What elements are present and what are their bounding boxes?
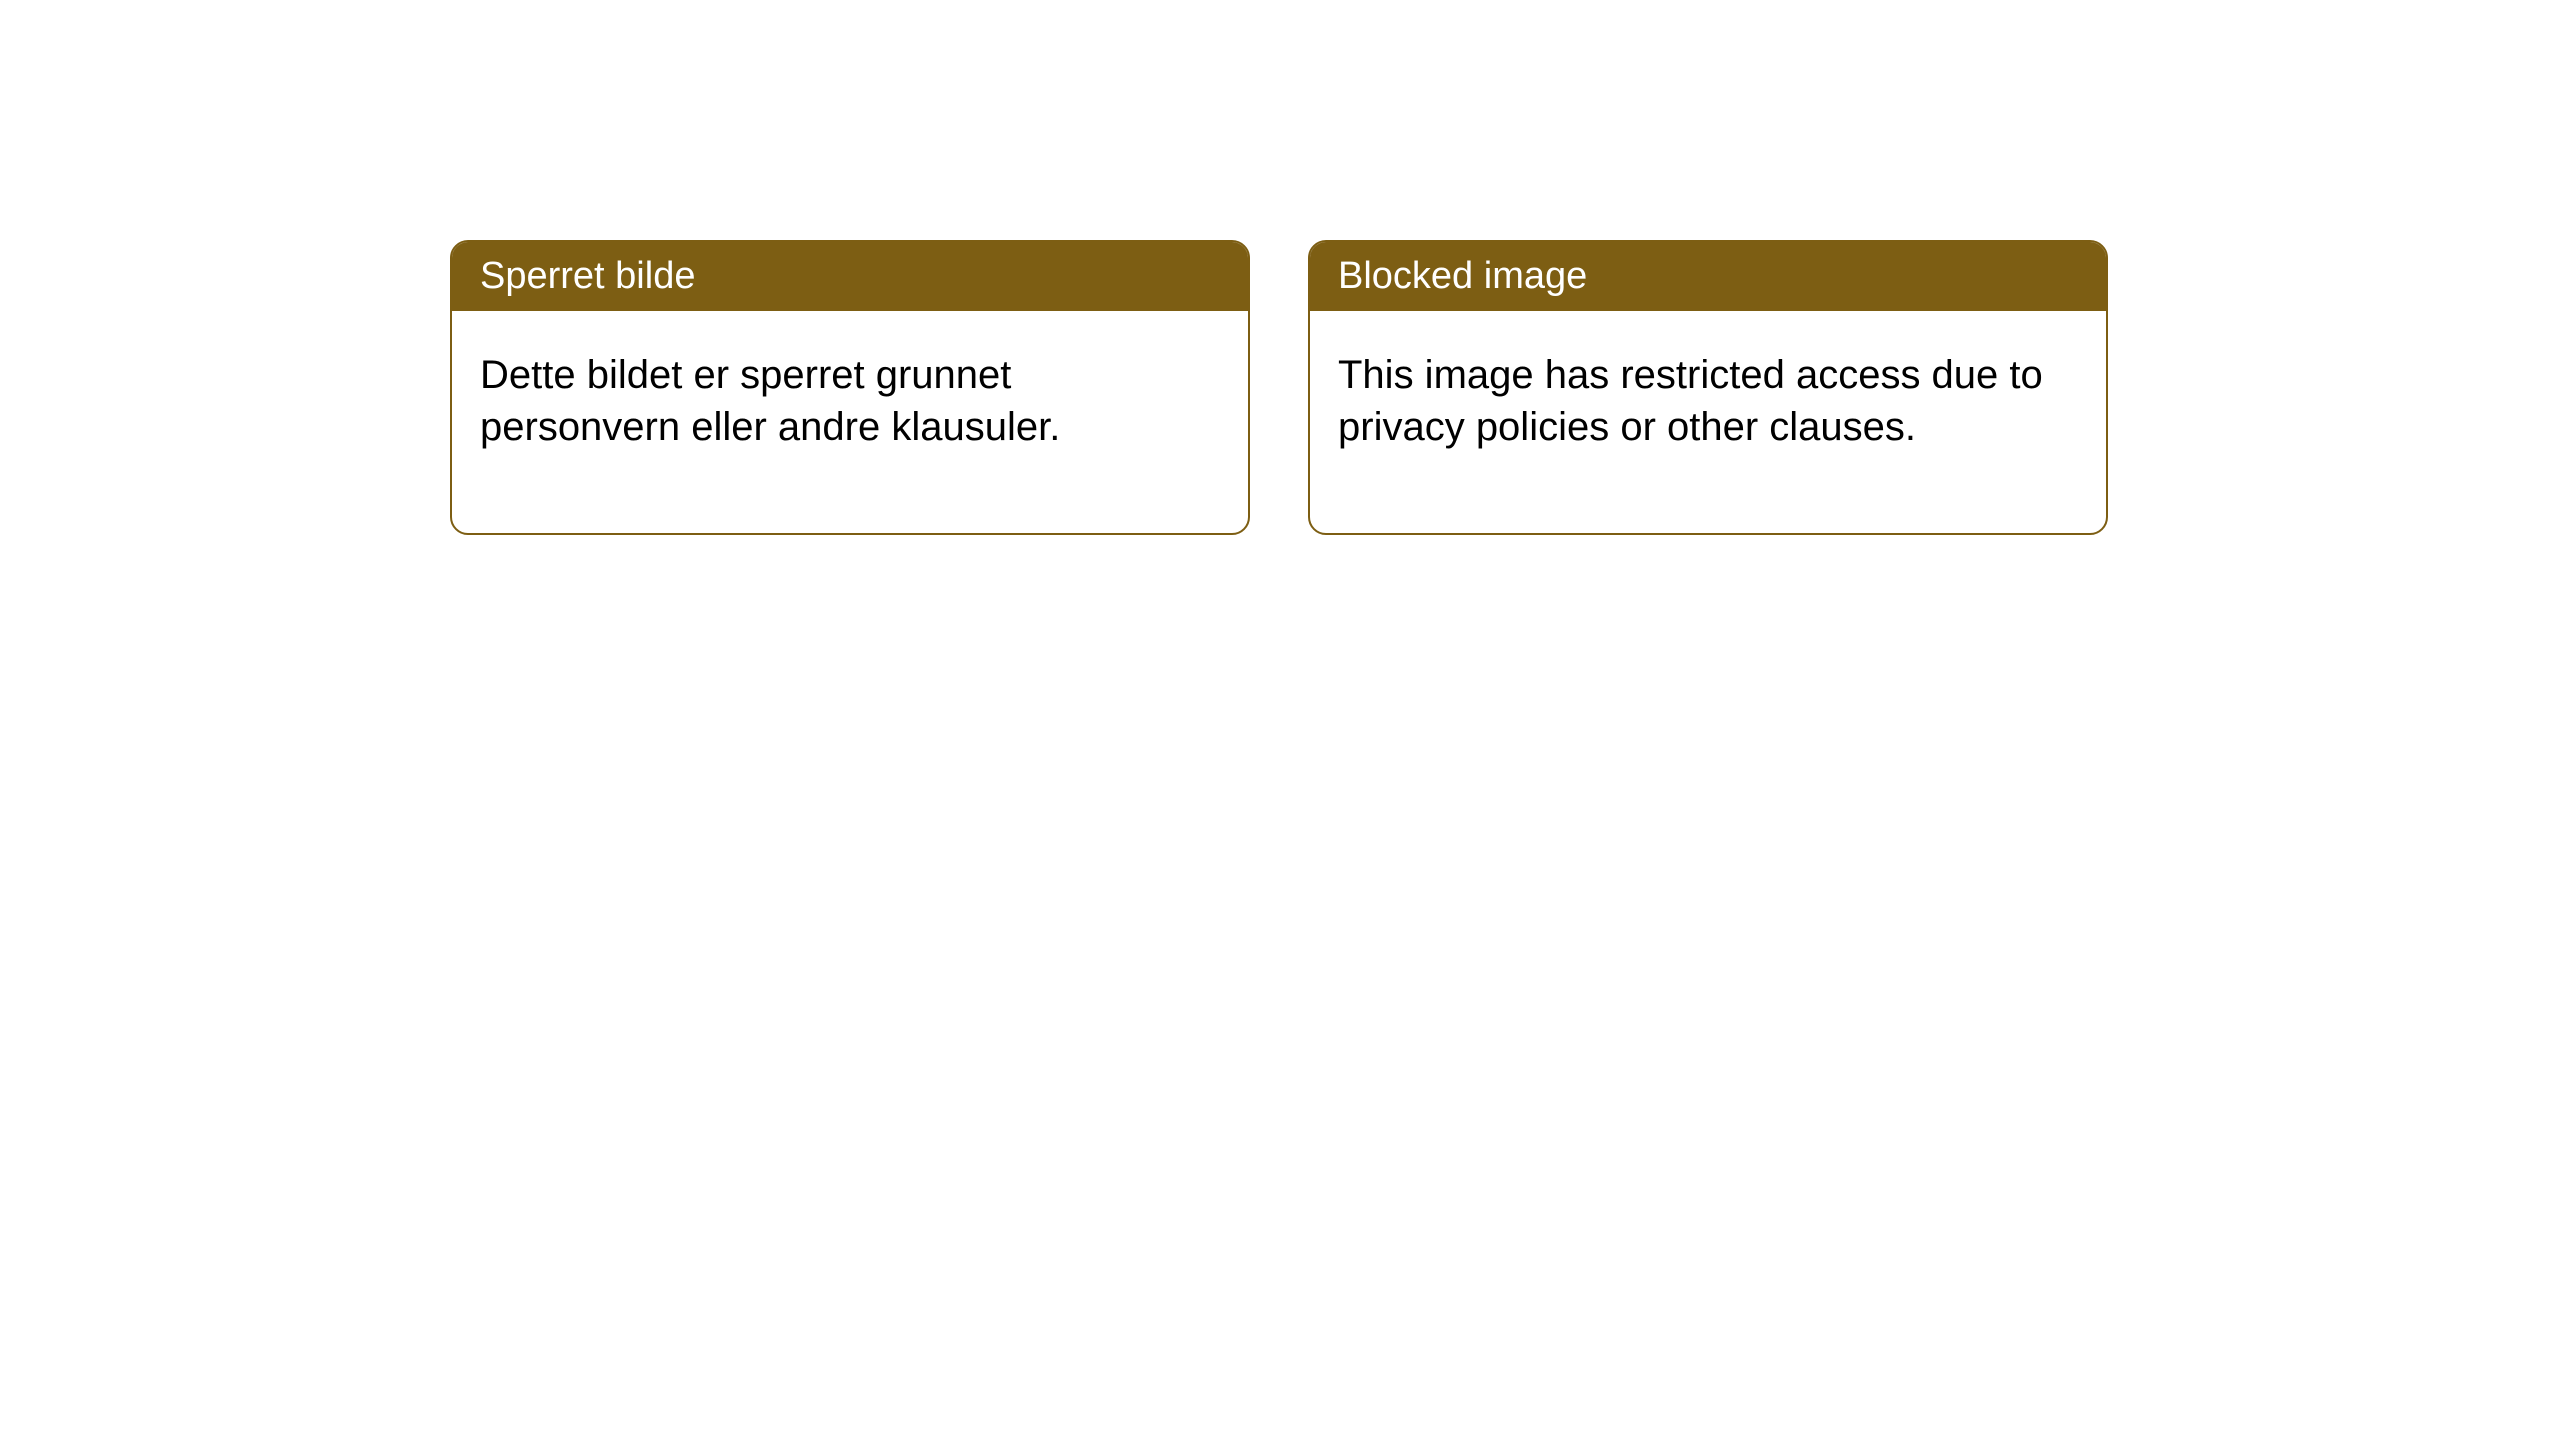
notice-box-norwegian: Sperret bilde Dette bildet er sperret gr… [450,240,1250,535]
notice-header-norwegian: Sperret bilde [452,242,1248,311]
notice-body-norwegian: Dette bildet er sperret grunnet personve… [452,311,1248,533]
notice-box-english: Blocked image This image has restricted … [1308,240,2108,535]
notice-container: Sperret bilde Dette bildet er sperret gr… [450,240,2108,535]
notice-body-english: This image has restricted access due to … [1310,311,2106,533]
notice-header-english: Blocked image [1310,242,2106,311]
